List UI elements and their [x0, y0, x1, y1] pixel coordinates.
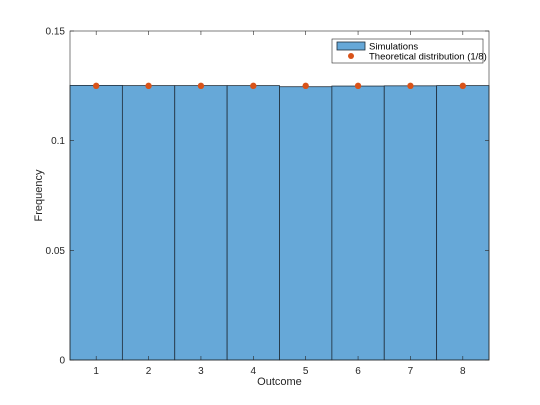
axes-layer — [69, 30, 490, 361]
x-tick-label: 1 — [93, 366, 99, 377]
y-tick-label: 0.15 — [46, 27, 66, 38]
legend-swatch-simulations — [336, 41, 366, 51]
x-tick-label: 5 — [303, 366, 309, 377]
legend-label-theoretical: Theoretical distribution (1/8) — [369, 52, 487, 63]
point-theoretical-1 — [92, 82, 100, 90]
point-theoretical-5 — [302, 82, 309, 90]
bar-8 — [436, 85, 490, 361]
y-tick-label: 0.1 — [51, 136, 65, 147]
x-tick-label: 7 — [408, 366, 414, 377]
legend-label-simulations: Simulations — [369, 42, 418, 53]
bar-4 — [226, 85, 280, 361]
x-tick-label: 8 — [460, 366, 466, 377]
x-tick-label: 6 — [355, 366, 361, 377]
point-theoretical-3 — [197, 82, 205, 90]
bar-3 — [174, 85, 228, 361]
point-theoretical-2 — [145, 82, 152, 90]
bar-5 — [279, 86, 333, 361]
bar-2 — [121, 85, 176, 361]
y-tick-label: 0.05 — [46, 246, 66, 257]
ticks-layer: 0 0.05 0.1 0.15 1 2 3 4 5 6 7 8 — [46, 27, 489, 377]
bar-6 — [331, 85, 385, 361]
legend-swatch-theoretical — [348, 53, 354, 59]
point-theoretical-6 — [354, 82, 362, 90]
y-tick-label: 0 — [59, 356, 65, 367]
points-layer — [92, 82, 467, 90]
x-tick-label: 3 — [198, 366, 204, 377]
legend: Simulations Theoretical distribution (1/… — [331, 38, 487, 64]
x-tick-label: 2 — [146, 366, 152, 377]
x-axis-label: Outcome — [257, 376, 302, 388]
y-axis-label: Frequency — [33, 169, 45, 221]
axes-box — [69, 30, 490, 361]
bars-layer — [69, 84, 490, 361]
x-tick-label: 4 — [251, 366, 257, 377]
bar-1 — [69, 84, 123, 361]
point-theoretical-4 — [250, 82, 257, 90]
point-theoretical-8 — [459, 82, 467, 90]
point-theoretical-7 — [407, 82, 414, 90]
bar-7 — [383, 85, 438, 361]
